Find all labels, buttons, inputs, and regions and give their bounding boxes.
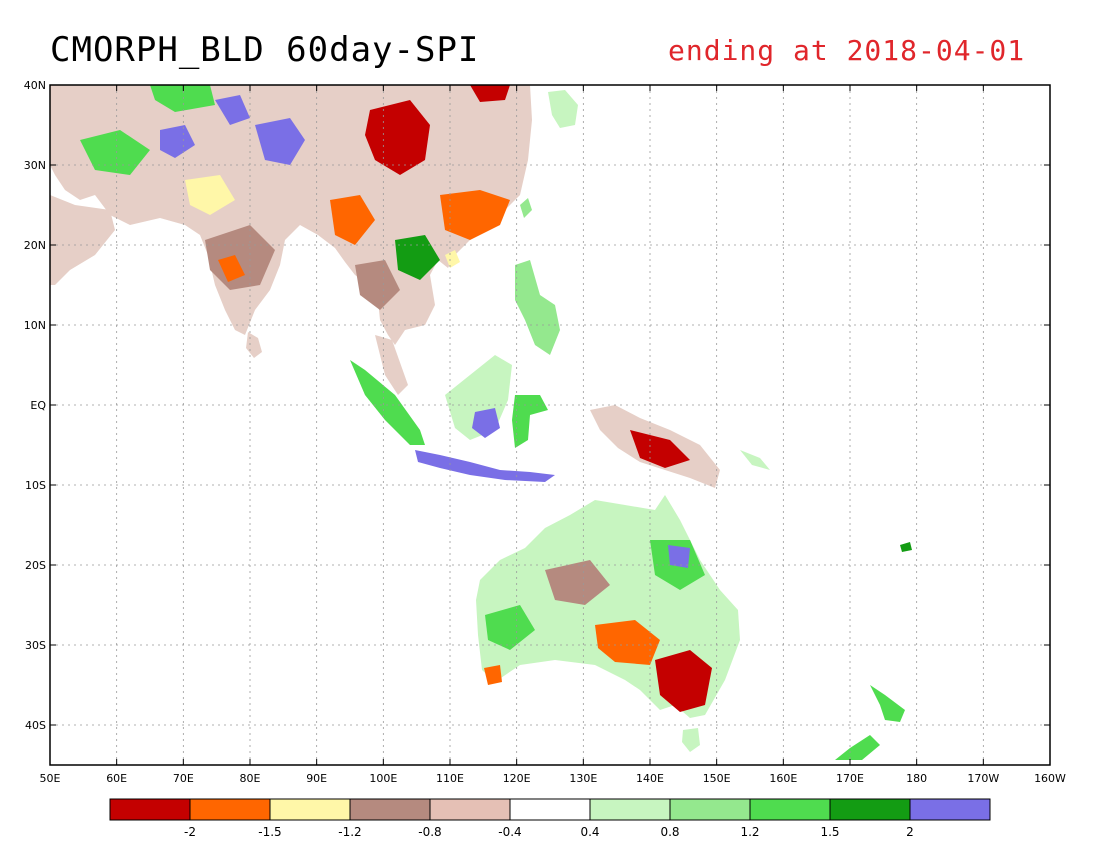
colorbar-swatch bbox=[669, 798, 751, 821]
x-axis-ticks: 50E 60E 70E 80E 90E 100E 110E 120E 130E 140E 150E 1… bbox=[40, 85, 1066, 785]
colorbar-label: -1.2 bbox=[338, 825, 361, 839]
patch-orange-south-australia bbox=[595, 620, 660, 665]
map-title: CMORPH_BLD 60day-SPI bbox=[50, 30, 480, 70]
x-tick-label: 100E bbox=[369, 772, 397, 785]
colorbar-label: 1.2 bbox=[740, 825, 759, 839]
colorbar-swatch bbox=[589, 798, 671, 821]
sumatra bbox=[350, 360, 425, 445]
x-tick-label: 70E bbox=[173, 772, 194, 785]
colorbar-label: -2 bbox=[184, 825, 196, 839]
new-zealand-south bbox=[835, 735, 880, 760]
patch-dry-west-australia bbox=[484, 665, 502, 685]
colorbar-label: 2 bbox=[906, 825, 914, 839]
colorbar-label: 0.4 bbox=[580, 825, 599, 839]
patch-dry-sichuan bbox=[330, 195, 375, 245]
x-tick-label: 180 bbox=[906, 772, 927, 785]
x-tick-label: 130E bbox=[569, 772, 597, 785]
map-gridlines bbox=[50, 85, 1050, 765]
y-axis-ticks: 40N 30N 20N 10N EQ 10S 20S 30S 40S bbox=[24, 79, 1050, 732]
x-tick-label: 110E bbox=[436, 772, 464, 785]
colorbar: -2 -1.5 -1.2 -0.8 -0.4 0.4 0.8 1.2 1.5 2 bbox=[109, 798, 991, 839]
colorbar-swatch bbox=[109, 798, 191, 821]
colorbar-swatch bbox=[829, 798, 911, 821]
patch-wet-west-china bbox=[160, 125, 195, 158]
arabia-edge bbox=[50, 195, 115, 285]
patch-green-indochina bbox=[395, 235, 440, 280]
philippines bbox=[515, 260, 560, 355]
patch-dry-north bbox=[470, 85, 510, 102]
colorbar-swatch bbox=[269, 798, 351, 821]
colorbar-swatch bbox=[429, 798, 511, 821]
vanuatu bbox=[826, 525, 833, 540]
y-tick-label: 40S bbox=[25, 719, 46, 732]
patch-yellow-pakistan bbox=[185, 175, 235, 215]
taiwan bbox=[520, 198, 532, 218]
new-zealand-north bbox=[870, 685, 905, 722]
patch-dry-india bbox=[218, 255, 245, 282]
patch-wet-mongolia bbox=[215, 95, 250, 125]
patch-dry-south-china bbox=[440, 190, 510, 240]
hainan bbox=[445, 250, 460, 268]
solomon-islands bbox=[740, 450, 770, 470]
patch-green-asia-north bbox=[150, 85, 215, 112]
patch-green-central-asia bbox=[80, 130, 150, 175]
colorbar-label: -0.4 bbox=[498, 825, 521, 839]
japan bbox=[580, 90, 662, 158]
y-tick-label: 30N bbox=[24, 159, 46, 172]
x-tick-label: 80E bbox=[240, 772, 261, 785]
patch-wet-borneo bbox=[472, 408, 500, 438]
x-tick-label: 160W bbox=[1034, 772, 1066, 785]
patch-tan-indochina bbox=[355, 260, 400, 310]
x-tick-label: 120E bbox=[503, 772, 531, 785]
korea bbox=[548, 90, 578, 128]
y-tick-label: 10S bbox=[25, 479, 46, 492]
colorbar-label: 1.5 bbox=[820, 825, 839, 839]
x-tick-label: 140E bbox=[636, 772, 664, 785]
colorbar-swatch bbox=[189, 798, 271, 821]
y-tick-label: 40N bbox=[24, 79, 46, 92]
colorbar-label: 0.8 bbox=[660, 825, 679, 839]
x-tick-label: 50E bbox=[40, 772, 61, 785]
x-tick-label: 170W bbox=[967, 772, 999, 785]
colorbar-swatch bbox=[509, 798, 591, 821]
fiji bbox=[900, 542, 912, 552]
x-tick-label: 90E bbox=[306, 772, 327, 785]
x-tick-label: 160E bbox=[769, 772, 797, 785]
patch-tan-india bbox=[205, 225, 275, 290]
y-tick-label: EQ bbox=[30, 399, 46, 412]
colorbar-label: -0.8 bbox=[418, 825, 441, 839]
colorbar-swatch bbox=[749, 798, 831, 821]
spi-anomaly-patches bbox=[80, 85, 712, 712]
y-tick-label: 20N bbox=[24, 239, 46, 252]
map-subtitle: ending at 2018-04-01 bbox=[668, 34, 1026, 67]
patch-dry-china bbox=[365, 100, 430, 175]
patch-tan-central-australia bbox=[545, 560, 610, 605]
y-tick-label: 20S bbox=[25, 559, 46, 572]
y-tick-label: 30S bbox=[25, 639, 46, 652]
map-frame bbox=[49, 84, 1051, 766]
patch-dry-se-australia bbox=[655, 650, 712, 712]
patch-green-west-australia bbox=[485, 605, 535, 650]
tasmania bbox=[682, 728, 700, 752]
colorbar-swatch bbox=[909, 798, 991, 821]
y-tick-label: 10N bbox=[24, 319, 46, 332]
colorbar-label: -1.5 bbox=[258, 825, 281, 839]
x-tick-label: 170E bbox=[836, 772, 864, 785]
x-tick-label: 150E bbox=[703, 772, 731, 785]
x-tick-label: 60E bbox=[106, 772, 127, 785]
sulawesi bbox=[512, 395, 548, 448]
patch-wet-tibet bbox=[255, 118, 305, 165]
patch-wet-queensland bbox=[668, 545, 690, 568]
patch-dry-new-guinea bbox=[630, 430, 690, 468]
colorbar-swatch bbox=[349, 798, 431, 821]
new-caledonia bbox=[812, 568, 830, 585]
